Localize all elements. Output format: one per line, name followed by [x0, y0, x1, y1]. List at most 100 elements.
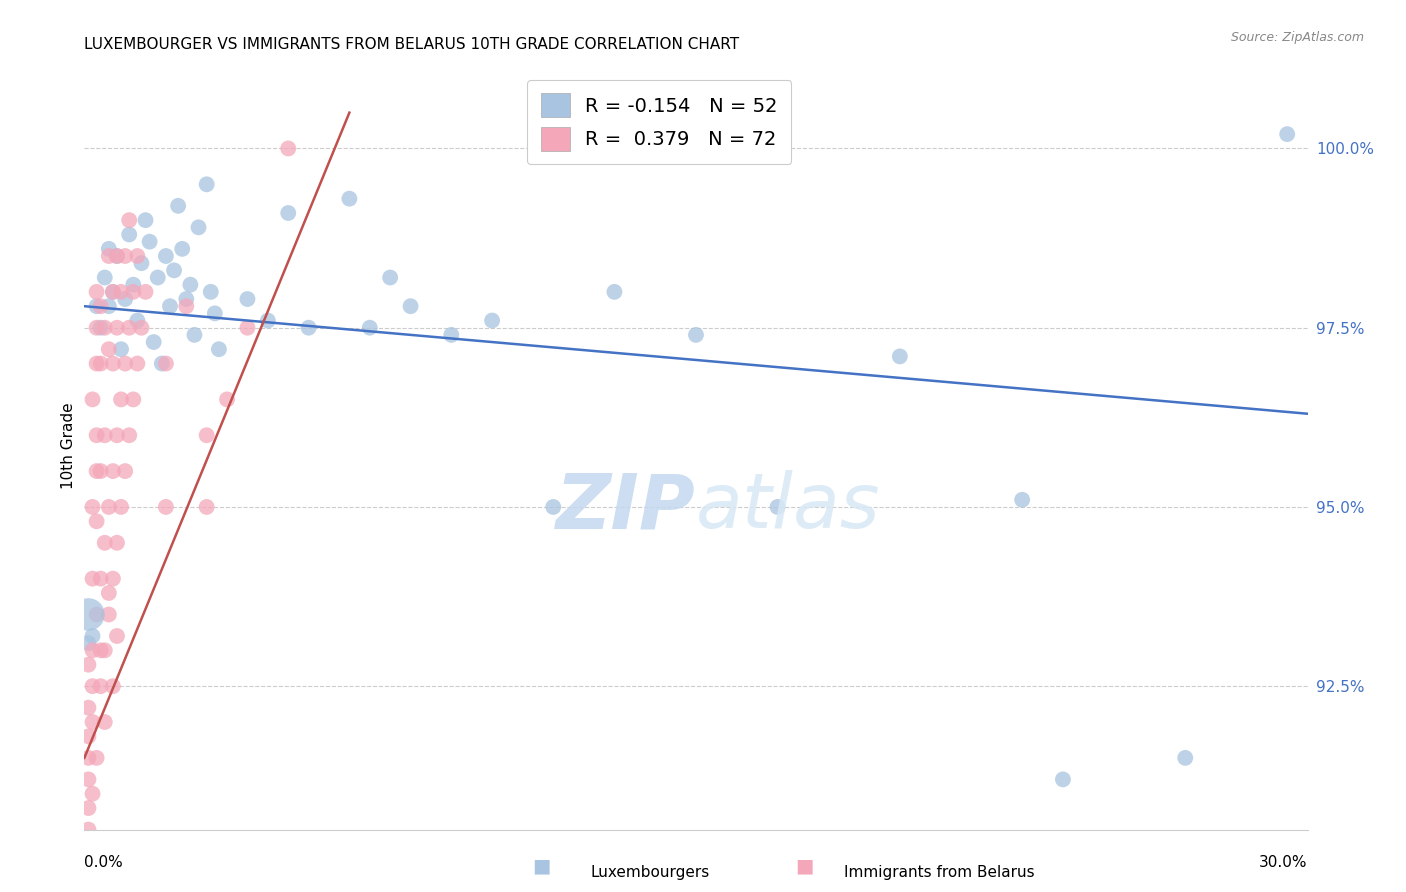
Point — [174, 299, 197, 313]
Point — [93, 428, 115, 442]
Point — [82, 392, 104, 407]
Point — [685, 327, 707, 342]
Point — [93, 320, 115, 334]
Point — [118, 428, 141, 442]
Point — [86, 514, 108, 528]
Point — [110, 392, 132, 407]
Point — [163, 263, 186, 277]
Point — [114, 464, 136, 478]
Point — [179, 277, 201, 292]
Point — [236, 292, 259, 306]
Point — [122, 392, 145, 407]
Point — [155, 357, 177, 371]
Point — [86, 320, 108, 334]
Point — [101, 464, 124, 478]
Point — [127, 313, 149, 327]
Point — [82, 714, 104, 729]
Point — [77, 657, 100, 672]
Point — [101, 285, 124, 299]
Text: Luxembourgers: Luxembourgers — [591, 865, 710, 880]
Point — [110, 285, 132, 299]
Point — [159, 299, 181, 313]
Point — [200, 285, 222, 299]
Point — [380, 270, 402, 285]
Text: ■: ■ — [794, 857, 814, 876]
Point — [114, 292, 136, 306]
Point — [77, 801, 100, 815]
Point — [82, 500, 104, 514]
Point — [195, 428, 218, 442]
Point — [118, 227, 141, 242]
Point — [101, 679, 124, 693]
Point — [105, 249, 128, 263]
Point — [86, 464, 108, 478]
Point — [105, 320, 128, 334]
Point — [93, 643, 115, 657]
Point — [90, 299, 112, 313]
Point — [127, 357, 149, 371]
Point — [236, 320, 259, 334]
Text: 0.0%: 0.0% — [84, 855, 124, 870]
Point — [90, 572, 112, 586]
Point — [97, 299, 120, 313]
Point — [146, 270, 169, 285]
Point — [110, 342, 132, 356]
Point — [97, 242, 120, 256]
Text: LUXEMBOURGER VS IMMIGRANTS FROM BELARUS 10TH GRADE CORRELATION CHART: LUXEMBOURGER VS IMMIGRANTS FROM BELARUS … — [84, 37, 740, 52]
Point — [86, 285, 108, 299]
Y-axis label: 10th Grade: 10th Grade — [60, 402, 76, 490]
Point — [86, 428, 108, 442]
Point — [359, 320, 381, 334]
Point — [155, 500, 177, 514]
Point — [118, 213, 141, 227]
Point — [105, 249, 128, 263]
Point — [101, 357, 124, 371]
Point — [183, 327, 205, 342]
Point — [101, 572, 124, 586]
Point — [1011, 492, 1033, 507]
Point — [77, 751, 100, 765]
Point — [150, 357, 173, 371]
Point — [82, 572, 104, 586]
Point — [86, 299, 108, 313]
Point — [97, 607, 120, 622]
Point — [172, 242, 194, 256]
Point — [135, 213, 157, 227]
Point — [105, 536, 128, 550]
Point — [93, 270, 115, 285]
Text: 30.0%: 30.0% — [1260, 855, 1308, 870]
Text: ZIP: ZIP — [557, 470, 696, 544]
Point — [77, 700, 100, 714]
Point — [90, 320, 112, 334]
Point — [105, 428, 128, 442]
Point — [86, 751, 108, 765]
Point — [167, 199, 190, 213]
Point — [1174, 751, 1197, 765]
Point — [131, 256, 153, 270]
Point — [208, 342, 231, 356]
Point — [131, 320, 153, 334]
Point — [1052, 772, 1074, 787]
Point — [97, 342, 120, 356]
Point — [1277, 127, 1299, 141]
Text: atlas: atlas — [696, 470, 880, 544]
Point — [77, 636, 100, 650]
Point — [97, 249, 120, 263]
Text: Source: ZipAtlas.com: Source: ZipAtlas.com — [1230, 31, 1364, 45]
Text: Immigrants from Belarus: Immigrants from Belarus — [844, 865, 1035, 880]
Point — [603, 285, 626, 299]
Point — [277, 206, 299, 220]
Point — [174, 292, 197, 306]
Point — [86, 607, 108, 622]
Point — [90, 464, 112, 478]
Point — [298, 320, 321, 334]
Point — [101, 285, 124, 299]
Point — [97, 500, 120, 514]
Point — [114, 249, 136, 263]
Point — [217, 392, 239, 407]
Point — [135, 285, 157, 299]
Point — [82, 629, 104, 643]
Point — [90, 357, 112, 371]
Point — [187, 220, 209, 235]
Point — [77, 730, 100, 744]
